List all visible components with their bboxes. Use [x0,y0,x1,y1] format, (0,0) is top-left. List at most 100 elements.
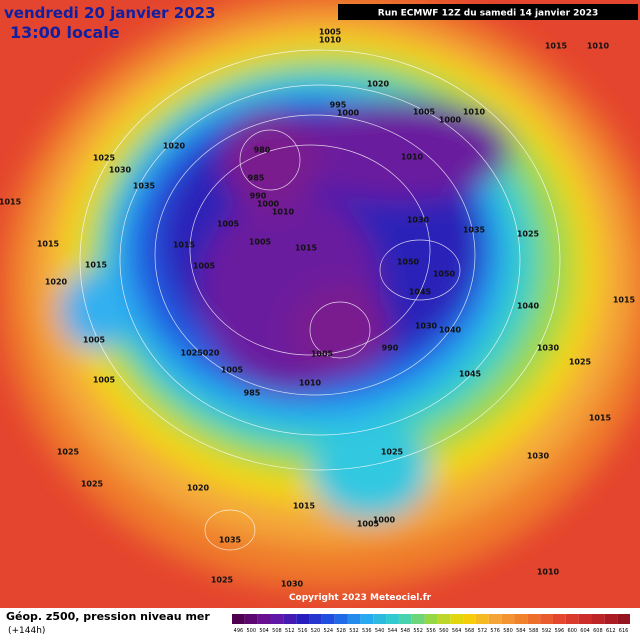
isobar-label: 1020 [367,80,390,89]
colorbar-tick-label: 568 [465,628,475,634]
lead-label: (+144h) [8,626,45,636]
copyright: Copyright 2023 Meteociel.fr [289,593,432,603]
colorbar-cell [540,614,553,624]
colorbar-cell [360,614,374,624]
colorbar-tick-label: 528 [336,628,346,634]
isobar-label: 1030 [109,166,132,175]
isobar-label: 980 [254,146,271,155]
colorbar-cell [475,614,489,624]
isobar-label: 1010 [272,208,295,217]
colorbar-tick-label: 512 [285,628,295,634]
colorbar-cell [617,614,630,624]
colorbar-tick-label: 520 [311,628,321,634]
isobar-label: 1005 [217,220,240,229]
colorbar-cell [296,614,310,624]
isobar-label: 1005 [357,520,380,529]
run-info: Run ECMWF 12Z du samedi 14 janvier 2023 [378,9,598,19]
isobar-label: 1010 [587,42,610,51]
colorbar-tick-label: 560 [439,628,449,634]
colorbar-tick-label: 556 [426,628,436,634]
colorbar-tick-label: 548 [401,628,411,634]
colorbar-tick-label: 508 [272,628,282,634]
colorbar-tick-label: 524 [324,628,334,634]
isobar-label: 1020 [187,484,210,493]
colorbar-tick-label: 616 [619,628,629,634]
isobar-label: 1030 [415,322,438,331]
isobar-label: 990 [382,344,399,353]
isobar-label: 1025 [381,448,404,457]
colorbar-cell [565,614,579,624]
colorbar-cell [552,614,566,624]
valid-time: 13:00 locale [10,23,120,42]
colorbar-cell [398,614,412,624]
isobar-label: 1000 [373,516,396,525]
colorbar-tick-label: 572 [478,628,488,634]
isobar-label: 1050 [433,270,456,279]
isobar-label: 1025020 [181,349,220,358]
colorbar-cell [604,614,618,624]
colorbar-tick-label: 500 [246,628,256,634]
isobar-label: 1035 [133,182,156,191]
isobar-label: 1015 [613,296,636,305]
isobar-label: 1005 [221,366,244,375]
isobar-label: 1020 [163,142,186,151]
colorbar-cell [514,614,528,624]
isobar-label: 1015 [589,414,612,423]
colorbar-tick-label: 540 [375,628,385,634]
isobar-label: 1015 [0,198,22,207]
colorbar-tick-label: 496 [234,628,244,634]
isobar-label: 1010 [401,153,424,162]
isobar-label: 1050 [397,258,420,267]
colorbar-cell [488,614,502,624]
isobar-label: 1025 [569,358,592,367]
colorbar-tick-label: 544 [388,628,398,634]
isobar-label: 1010 [299,379,322,388]
colorbar-tick-label: 604 [580,628,590,634]
isobar-label: 1030 [537,344,560,353]
isobar-label: 1015 [85,261,108,270]
isobar-label: 1045 [459,370,482,379]
isobar-label: 1000 [439,116,462,125]
colorbar-tick-label: 608 [593,628,603,634]
isobar-label: 1040 [439,326,462,335]
isobar-label: 1010 [463,108,486,117]
colorbar-cell [244,614,258,624]
colorbar-cell [424,614,438,624]
colorbar-cell [450,614,464,624]
colorbar-cell [321,614,335,624]
colorbar-cell [257,614,271,624]
isobar-label: 1035 [219,536,242,545]
isobar-label: 1005 [311,350,334,359]
isobar-label: 1030 [281,580,304,589]
isobar-label: 1040 [517,302,540,311]
colorbar-cell [386,614,399,624]
isobar-label: 1030 [527,452,550,461]
colorbar-tick-label: 576 [490,628,500,634]
isobar-label: 1000 [337,109,360,118]
colorbar-tick-label: 600 [567,628,577,634]
colorbar-cell [578,614,592,624]
isobar-label: 995 [330,101,347,110]
isobar-label: 1045 [409,288,432,297]
colorbar-tick-label: 504 [259,628,269,634]
isobar-label: 1015 [293,502,316,511]
isobar-label: 1000 [257,200,280,209]
isobar-label: 1025 [211,576,234,585]
isobar-label: 1005 [249,238,272,247]
isobar-label: 1005 [319,28,342,37]
isobar-label: 1015 [173,241,196,250]
isobar-label: 1025 [57,448,80,457]
colorbar-cell [437,614,451,624]
colorbar-tick-label: 584 [516,628,526,634]
isobar-label: 1035 [463,226,486,235]
isobar-label: 1025 [93,154,116,163]
isobar-label: 1015 [37,240,60,249]
colorbar-cell [411,614,425,624]
run-banner [338,4,638,20]
colorbar-cell [283,614,297,624]
isobar-label: 1010 [537,568,560,577]
colorbar-cell [334,614,348,624]
colorbar-tick-label: 552 [413,628,423,634]
isobar-label: 1005 [413,108,436,117]
